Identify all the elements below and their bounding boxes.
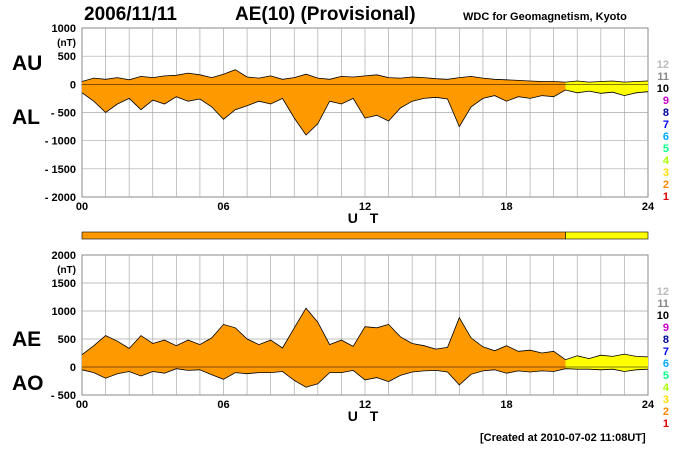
station-count-12: 12 <box>657 286 669 298</box>
station-count-2: 2 <box>663 179 669 191</box>
y-tick-label: - 500 <box>51 390 76 402</box>
station-count-1: 1 <box>663 418 669 430</box>
chart-date: 2006/11/11 <box>84 4 177 25</box>
station-count-6: 6 <box>663 358 669 370</box>
y-tick-label: - 2000 <box>45 192 76 204</box>
station-count-8: 8 <box>663 334 669 346</box>
y-tick-label: - 1500 <box>45 164 76 176</box>
station-count-12: 12 <box>657 59 669 71</box>
series-label-au: AU <box>12 52 42 75</box>
chart-panel-ae-ao <box>81 254 649 396</box>
series-label-ae: AE <box>12 328 41 351</box>
station-count-7: 7 <box>663 119 669 131</box>
station-count-1: 1 <box>663 191 669 203</box>
y-tick-label: 0 <box>70 79 76 91</box>
x-tick-label: 12 <box>359 201 371 213</box>
station-count-8: 8 <box>663 107 669 119</box>
station-count-9: 9 <box>663 95 669 107</box>
x-tick-label: 00 <box>76 201 88 213</box>
y-tick-label: 500 <box>58 51 76 63</box>
y-tick-label: 2000 <box>52 250 76 262</box>
y-tick-label: - 1000 <box>45 136 76 148</box>
station-count-10: 10 <box>657 83 669 95</box>
series-line-ae <box>81 307 649 361</box>
series-label-al: AL <box>12 106 40 129</box>
x-tick-label: 18 <box>500 201 512 213</box>
y-tick-label: 0 <box>70 362 76 374</box>
station-count-5: 5 <box>663 143 669 155</box>
station-count-6: 6 <box>663 131 669 143</box>
station-count-5: 5 <box>663 370 669 382</box>
x-tick-label: 24 <box>642 201 655 213</box>
station-count-3: 3 <box>663 394 669 406</box>
x-tick-label: 06 <box>217 201 229 213</box>
y-tick-label: 1500 <box>52 278 76 290</box>
x-tick-label: 18 <box>500 399 512 411</box>
y-tick-label: 1000 <box>52 23 76 35</box>
coverage-bar-orange <box>81 231 566 240</box>
y-tick-label: 1000 <box>52 306 76 318</box>
series-label-ao: AO <box>12 372 44 395</box>
coverage-bar-yellow <box>565 231 649 240</box>
unit-label: (nT) <box>57 38 76 49</box>
station-count-11: 11 <box>657 71 669 83</box>
y-tick-label: - 500 <box>51 108 76 120</box>
station-count-2: 2 <box>663 406 669 418</box>
station-count-4: 4 <box>663 382 670 394</box>
series-line-au <box>81 69 649 83</box>
x-tick-label: 00 <box>76 399 88 411</box>
station-count-10: 10 <box>657 310 669 322</box>
area-orange-segment <box>82 308 566 388</box>
y-tick-label: 500 <box>58 334 76 346</box>
station-count-4: 4 <box>663 155 670 167</box>
chart-title: AE(10) (Provisional) <box>235 4 416 25</box>
unit-label: (nT) <box>57 265 76 276</box>
x-axis-label: U T <box>348 210 383 226</box>
station-count-7: 7 <box>663 346 669 358</box>
chart-panel-au-al <box>81 27 649 198</box>
area-yellow-segment <box>565 81 648 96</box>
series-line-ao <box>81 368 649 388</box>
station-count-11: 11 <box>657 298 669 310</box>
x-tick-label: 12 <box>359 399 371 411</box>
data-source: WDC for Geomagnetism, Kyoto <box>463 11 627 23</box>
area-orange-segment <box>82 69 566 135</box>
station-count-3: 3 <box>663 167 669 179</box>
x-tick-label: 06 <box>217 399 229 411</box>
station-count-9: 9 <box>663 322 669 334</box>
created-timestamp: [Created at 2010-07-02 11:08UT] <box>480 432 646 444</box>
series-line-al <box>81 89 649 136</box>
x-tick-label: 24 <box>642 399 655 411</box>
x-axis-label: U T <box>348 408 383 424</box>
